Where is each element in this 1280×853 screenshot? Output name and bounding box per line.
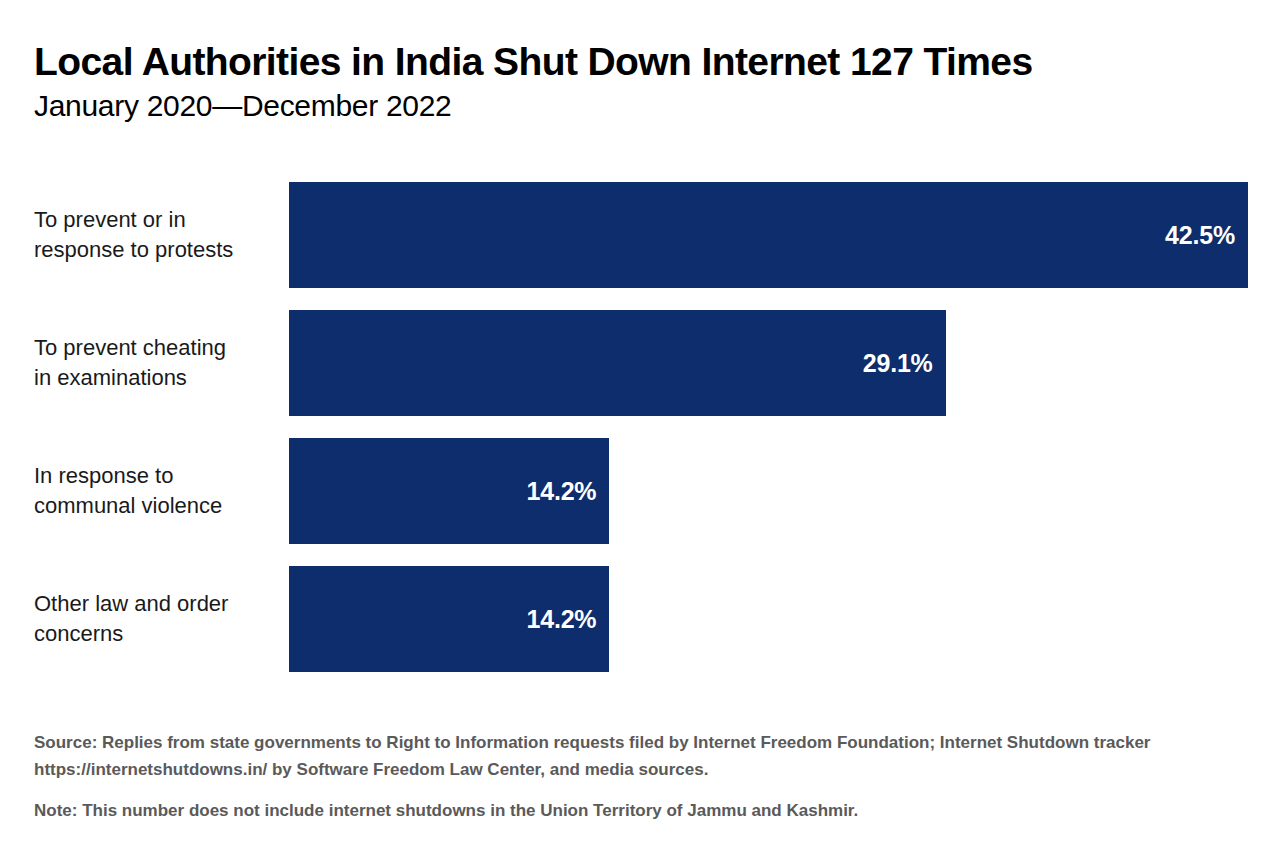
value-label: 14.2% [527, 605, 597, 634]
bar-row: To prevent cheating in examinations 29.1% [34, 310, 1248, 416]
category-label: Other law and order concerns [34, 566, 289, 672]
category-label: To prevent or in response to protests [34, 182, 289, 288]
bar: 42.5% [289, 182, 1248, 288]
chart-page: Local Authorities in India Shut Down Int… [0, 0, 1280, 853]
bar-row: Other law and order concerns 14.2% [34, 566, 1248, 672]
bar-row: To prevent or in response to protests 42.… [34, 182, 1248, 288]
bar-track: 14.2% [289, 438, 1248, 544]
bar-chart: To prevent or in response to protests 42.… [34, 182, 1248, 694]
source-text: Source: Replies from state governments t… [34, 729, 1234, 783]
value-label: 14.2% [527, 477, 597, 506]
chart-subtitle: January 2020—December 2022 [34, 89, 451, 123]
value-label: 29.1% [863, 349, 933, 378]
bar-row: In response to communal violence 14.2% [34, 438, 1248, 544]
bar-track: 29.1% [289, 310, 1248, 416]
bar: 14.2% [289, 566, 609, 672]
category-label: To prevent cheating in examinations [34, 310, 289, 416]
chart-title: Local Authorities in India Shut Down Int… [34, 40, 1032, 84]
bar: 14.2% [289, 438, 609, 544]
value-label: 42.5% [1165, 221, 1235, 250]
note-text: Note: This number does not include inter… [34, 797, 1234, 824]
bar-track: 14.2% [289, 566, 1248, 672]
bar: 29.1% [289, 310, 946, 416]
bar-track: 42.5% [289, 182, 1248, 288]
category-label: In response to communal violence [34, 438, 289, 544]
